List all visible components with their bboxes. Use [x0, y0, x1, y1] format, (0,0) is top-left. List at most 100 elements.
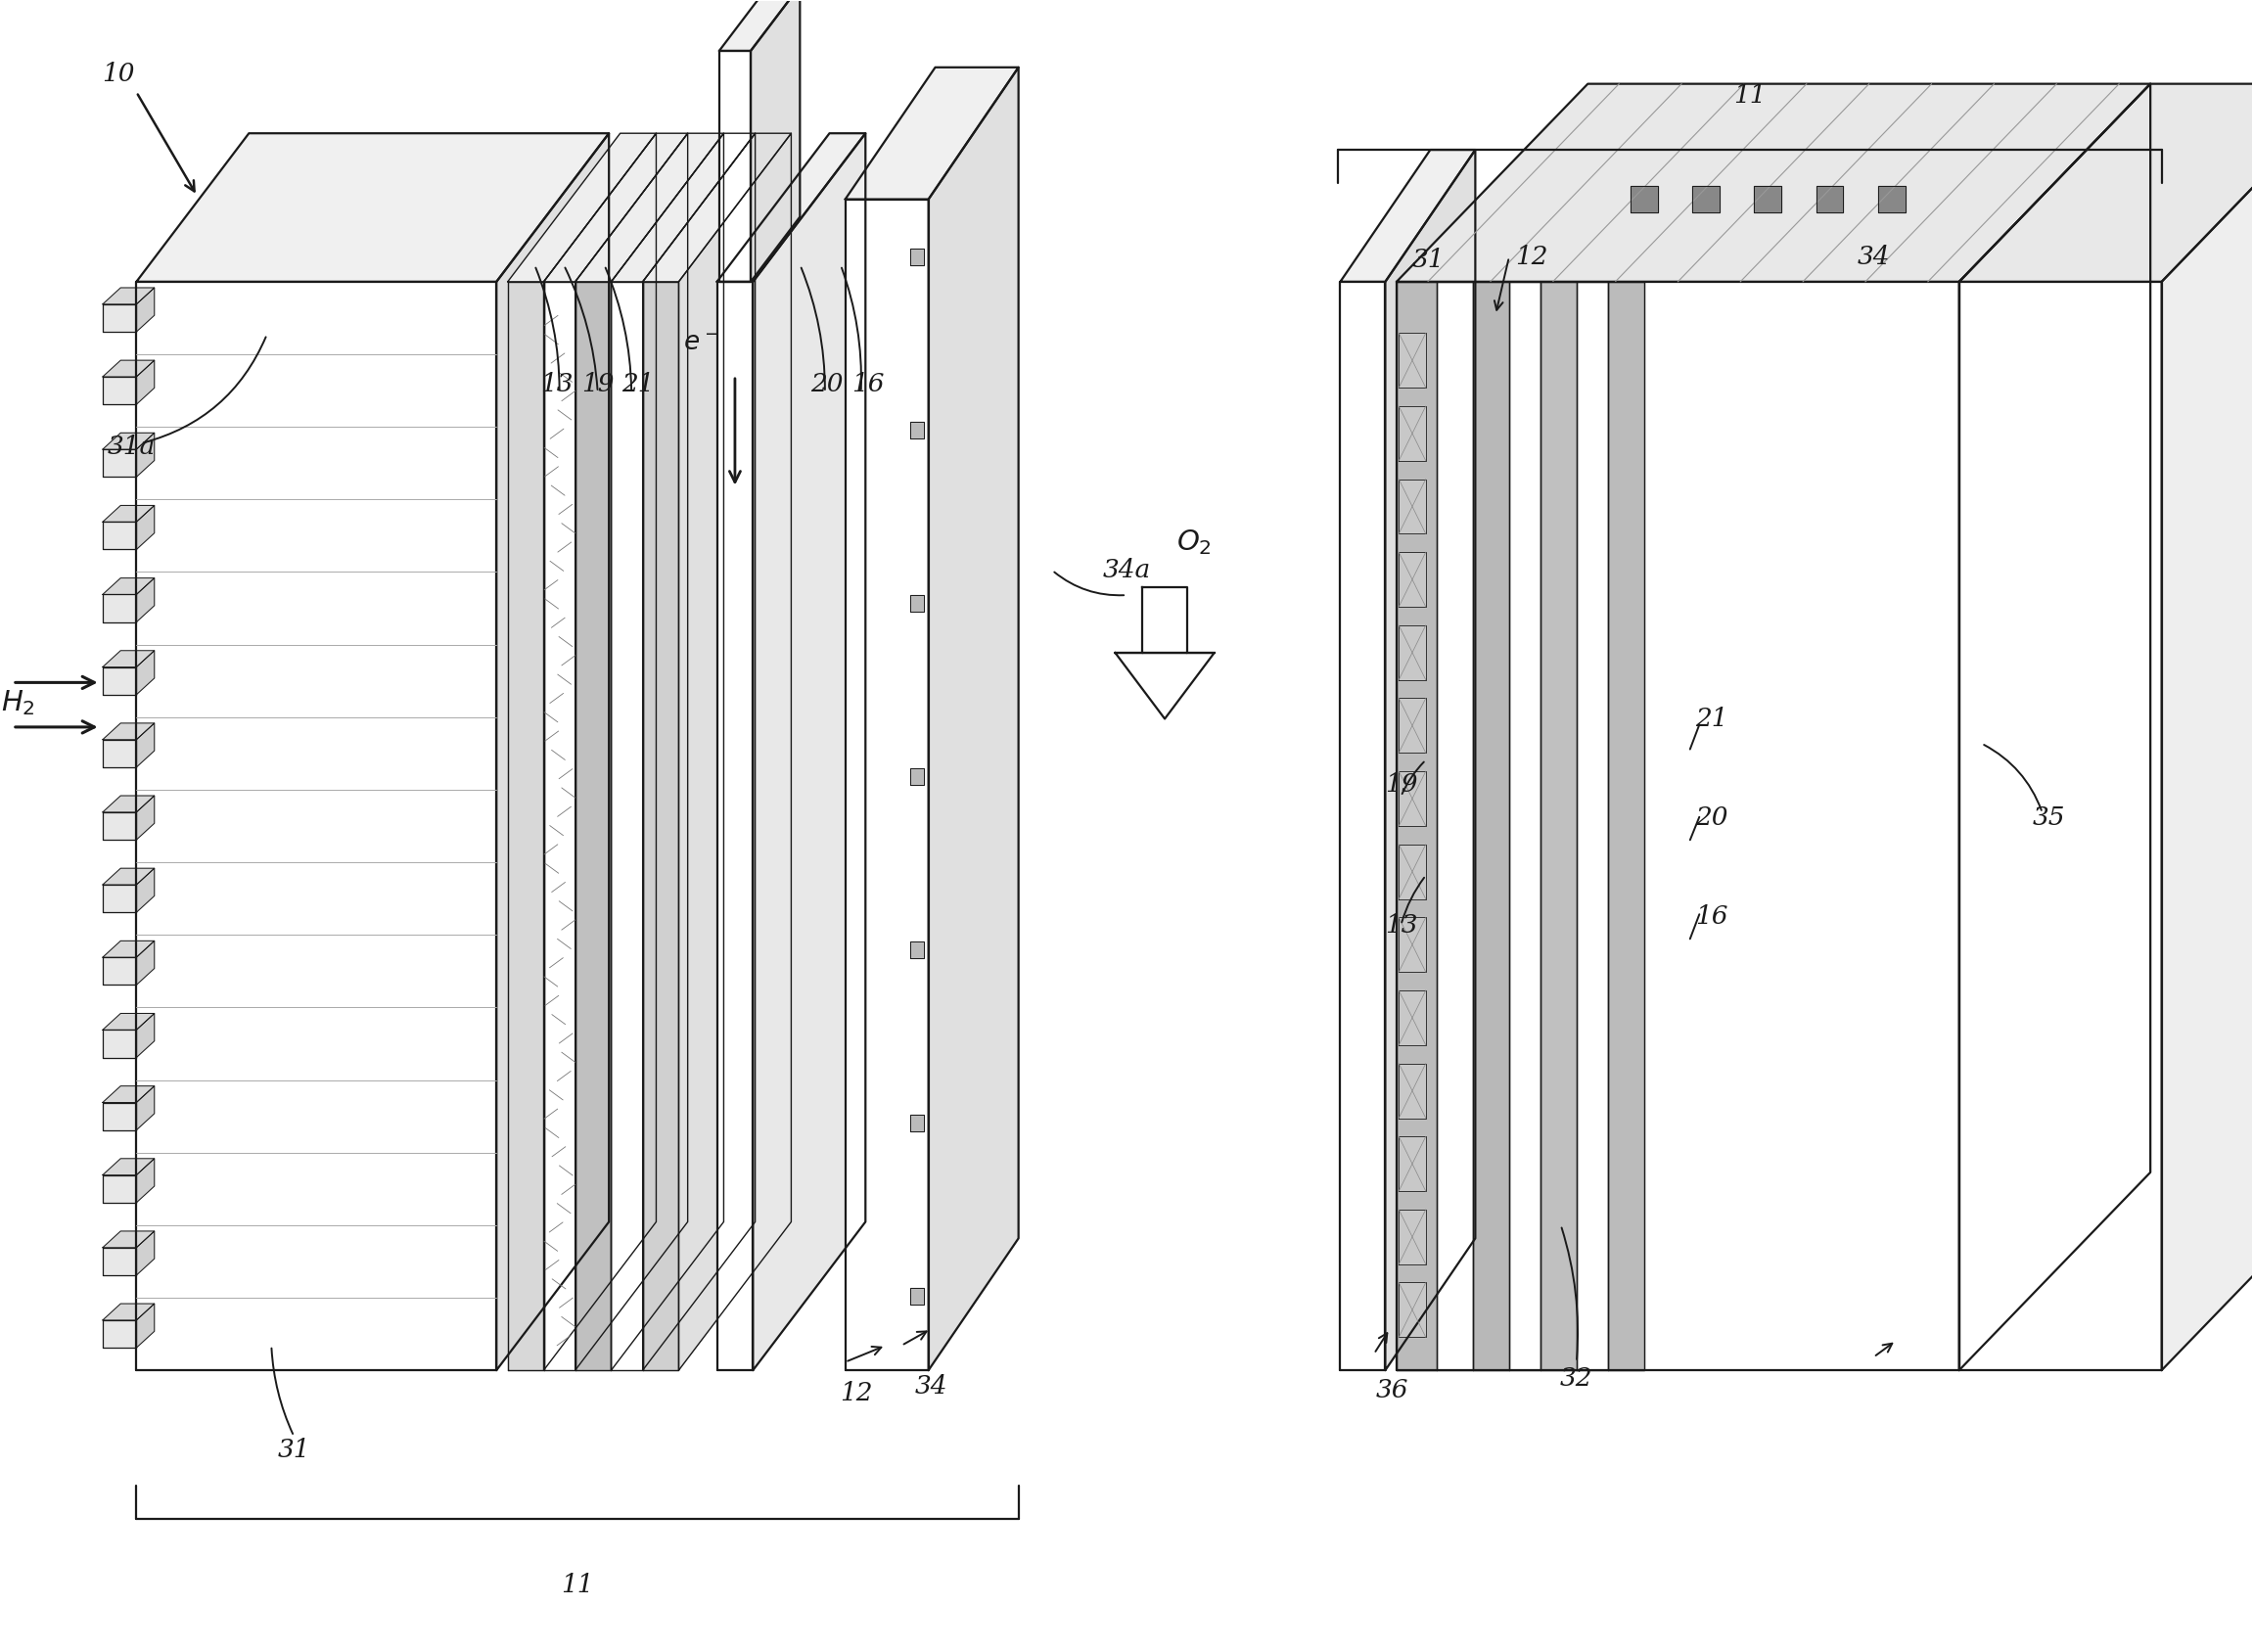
Polygon shape: [1399, 990, 1426, 1046]
Polygon shape: [104, 449, 137, 477]
Polygon shape: [104, 724, 155, 740]
Text: 12: 12: [840, 1381, 872, 1406]
Polygon shape: [2161, 84, 2253, 1370]
Text: 31: 31: [277, 1437, 311, 1462]
Polygon shape: [1399, 552, 1426, 606]
Polygon shape: [137, 869, 155, 912]
Text: 12: 12: [1516, 244, 1548, 269]
Polygon shape: [611, 134, 723, 1370]
Text: $H_2$: $H_2$: [2, 687, 36, 717]
Polygon shape: [910, 942, 924, 958]
Text: $e^-$: $e^-$: [683, 330, 719, 355]
Polygon shape: [1399, 844, 1426, 899]
Text: 13: 13: [1386, 912, 1417, 937]
Polygon shape: [104, 377, 137, 405]
Polygon shape: [750, 0, 800, 282]
Text: 34: 34: [915, 1374, 946, 1399]
Polygon shape: [1399, 1282, 1426, 1336]
Polygon shape: [1879, 187, 1906, 213]
Polygon shape: [104, 360, 155, 377]
Polygon shape: [1755, 187, 1782, 213]
Polygon shape: [507, 134, 656, 282]
Text: 35: 35: [2032, 806, 2066, 829]
Polygon shape: [1577, 282, 1609, 1370]
Text: 16: 16: [852, 372, 883, 396]
Polygon shape: [104, 578, 155, 595]
Polygon shape: [137, 1303, 155, 1348]
Polygon shape: [1399, 334, 1426, 388]
Text: 34: 34: [1856, 244, 1890, 269]
Polygon shape: [104, 740, 137, 767]
Polygon shape: [137, 433, 155, 477]
Polygon shape: [1386, 150, 1476, 1370]
Polygon shape: [910, 249, 924, 266]
Polygon shape: [543, 282, 575, 1370]
Polygon shape: [1692, 187, 1719, 213]
Polygon shape: [910, 768, 924, 785]
Polygon shape: [1341, 282, 1386, 1370]
Polygon shape: [1399, 1064, 1426, 1118]
Text: $O_2$: $O_2$: [1176, 527, 1212, 557]
Text: 32: 32: [1559, 1366, 1593, 1391]
Polygon shape: [104, 869, 155, 885]
Polygon shape: [104, 1102, 137, 1130]
Polygon shape: [137, 796, 155, 839]
Polygon shape: [1399, 406, 1426, 461]
Polygon shape: [137, 287, 155, 332]
Polygon shape: [104, 885, 137, 912]
Polygon shape: [496, 134, 608, 1370]
Polygon shape: [104, 433, 155, 449]
Polygon shape: [137, 1231, 155, 1275]
Text: 16: 16: [1694, 905, 1728, 928]
Polygon shape: [910, 595, 924, 611]
Polygon shape: [716, 282, 753, 1370]
Polygon shape: [104, 304, 137, 332]
Polygon shape: [137, 134, 608, 282]
Polygon shape: [507, 282, 543, 1370]
Text: 21: 21: [622, 372, 656, 396]
Polygon shape: [716, 134, 865, 282]
Polygon shape: [910, 421, 924, 438]
Polygon shape: [1510, 282, 1541, 1370]
Polygon shape: [104, 1303, 155, 1320]
Polygon shape: [1397, 84, 2149, 282]
Polygon shape: [104, 287, 155, 304]
Polygon shape: [543, 134, 656, 1370]
Text: 21: 21: [1694, 707, 1728, 732]
Polygon shape: [1399, 699, 1426, 753]
Polygon shape: [104, 667, 137, 694]
Polygon shape: [575, 282, 611, 1370]
Polygon shape: [1816, 187, 1843, 213]
Text: 19: 19: [581, 372, 615, 396]
Polygon shape: [1399, 771, 1426, 826]
Polygon shape: [1397, 282, 1437, 1370]
Polygon shape: [104, 1029, 137, 1057]
Polygon shape: [104, 958, 137, 985]
Polygon shape: [137, 282, 496, 1370]
Polygon shape: [575, 134, 687, 1370]
Polygon shape: [1397, 282, 1960, 1370]
Polygon shape: [719, 0, 800, 51]
Polygon shape: [1631, 187, 1658, 213]
Polygon shape: [1960, 84, 2149, 1370]
Text: 10: 10: [101, 61, 135, 86]
Polygon shape: [104, 1175, 137, 1203]
Polygon shape: [1399, 624, 1426, 681]
Polygon shape: [137, 942, 155, 985]
Polygon shape: [1609, 282, 1645, 1370]
Polygon shape: [642, 282, 678, 1370]
Polygon shape: [543, 134, 687, 282]
Text: 34a: 34a: [1102, 558, 1151, 583]
Polygon shape: [611, 134, 755, 282]
Polygon shape: [104, 1085, 155, 1102]
Polygon shape: [611, 282, 642, 1370]
Polygon shape: [104, 796, 155, 813]
Polygon shape: [137, 724, 155, 767]
Polygon shape: [642, 134, 755, 1370]
Polygon shape: [1115, 653, 1214, 719]
Polygon shape: [1142, 586, 1187, 653]
Polygon shape: [104, 1013, 155, 1029]
Text: 11: 11: [1733, 83, 1766, 107]
Polygon shape: [575, 134, 723, 282]
Polygon shape: [104, 1158, 155, 1175]
